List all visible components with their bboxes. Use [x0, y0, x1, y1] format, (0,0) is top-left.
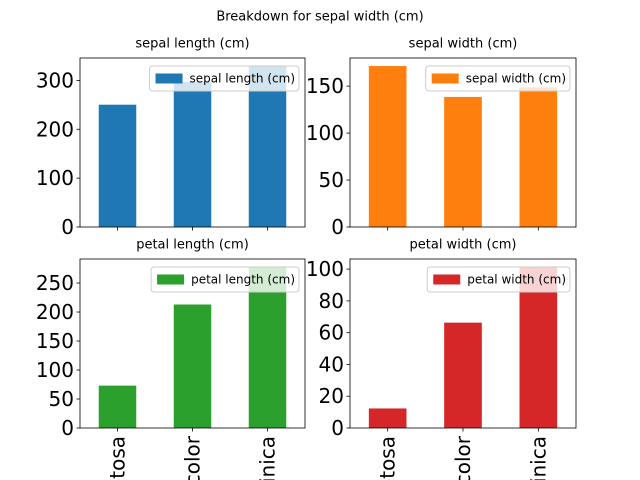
- axes-frame: [349, 258, 577, 429]
- bar: [248, 267, 287, 428]
- y-tick-label: 100: [306, 257, 344, 281]
- figure-title: Breakdown for sepal width (cm): [216, 10, 423, 25]
- bar: [98, 385, 137, 428]
- y-tick-label: 150: [36, 329, 74, 353]
- x-tick-label: virginica: [256, 436, 280, 480]
- y-tick-label: 40: [319, 352, 344, 376]
- bar: [173, 81, 212, 228]
- subplot-title: sepal width (cm): [409, 37, 518, 52]
- legend-box: [426, 266, 571, 293]
- legend-label: sepal length (cm): [190, 72, 295, 86]
- x-tick-label: virginica: [526, 436, 550, 480]
- y-tick-label: 100: [36, 358, 74, 382]
- subplot-title: petal width (cm): [410, 238, 517, 253]
- axes-frame: [79, 57, 306, 228]
- legend: sepal width (cm): [425, 65, 571, 92]
- legend-label: petal width (cm): [467, 273, 566, 287]
- bar: [248, 66, 287, 227]
- y-tick-label: 50: [319, 168, 344, 192]
- y-tick-label: 250: [36, 271, 74, 295]
- bar: [444, 96, 482, 227]
- legend: petal width (cm): [426, 266, 571, 293]
- x-tick-label: setosa: [106, 436, 130, 480]
- y-tick-label: 60: [319, 321, 344, 345]
- legend-swatch: [431, 73, 459, 84]
- bar: [368, 408, 407, 428]
- subplot: petal length (cm) 0 50 100 150 200 250 setosa ve…: [36, 238, 306, 480]
- legend: sepal length (cm): [149, 65, 300, 92]
- y-tick-label: 200: [36, 117, 74, 141]
- legend-label: sepal width (cm): [466, 72, 566, 86]
- bar: [519, 87, 558, 227]
- y-tick-label: 20: [319, 384, 344, 408]
- y-tick-label: 80: [319, 289, 344, 313]
- x-tick-label: versicolor: [451, 435, 475, 480]
- y-tick-label: 0: [331, 416, 344, 440]
- subplot: sepal width (cm) 0 50 100 150 sepal width (cm…: [306, 37, 577, 239]
- bar: [98, 104, 137, 227]
- subplot: petal width (cm) 0 20 40 60 80 100 setosa versic…: [306, 238, 577, 480]
- subplot: sepal length (cm) 0 100 200 300 sepal length …: [36, 37, 306, 239]
- y-tick-label: 0: [61, 416, 74, 440]
- y-tick-label: 50: [49, 387, 74, 411]
- y-tick-label: 200: [36, 300, 74, 324]
- legend: petal length (cm): [150, 266, 300, 293]
- y-tick-label: 100: [306, 121, 344, 145]
- axes-frame: [349, 57, 577, 228]
- x-tick-label: versicolor: [181, 435, 205, 480]
- legend-swatch: [433, 274, 461, 285]
- y-tick-label: 100: [36, 166, 74, 190]
- legend-swatch: [157, 274, 185, 285]
- bar: [173, 304, 212, 428]
- legend-swatch: [155, 73, 183, 84]
- legend-box: [150, 266, 300, 293]
- y-tick-label: 150: [306, 74, 344, 98]
- legend-box: [425, 65, 571, 92]
- axes-frame: [79, 258, 306, 429]
- x-tick-label: setosa: [376, 436, 400, 480]
- subplot-title: petal length (cm): [136, 238, 249, 253]
- bar: [368, 66, 407, 227]
- y-tick-label: 0: [61, 215, 74, 239]
- subplot-title: sepal length (cm): [135, 37, 249, 52]
- legend-label: petal length (cm): [191, 273, 295, 287]
- y-tick-label: 0: [331, 215, 344, 239]
- bar: [519, 267, 558, 428]
- y-tick-label: 300: [36, 68, 74, 92]
- bar: [444, 322, 482, 428]
- legend-box: [149, 65, 300, 92]
